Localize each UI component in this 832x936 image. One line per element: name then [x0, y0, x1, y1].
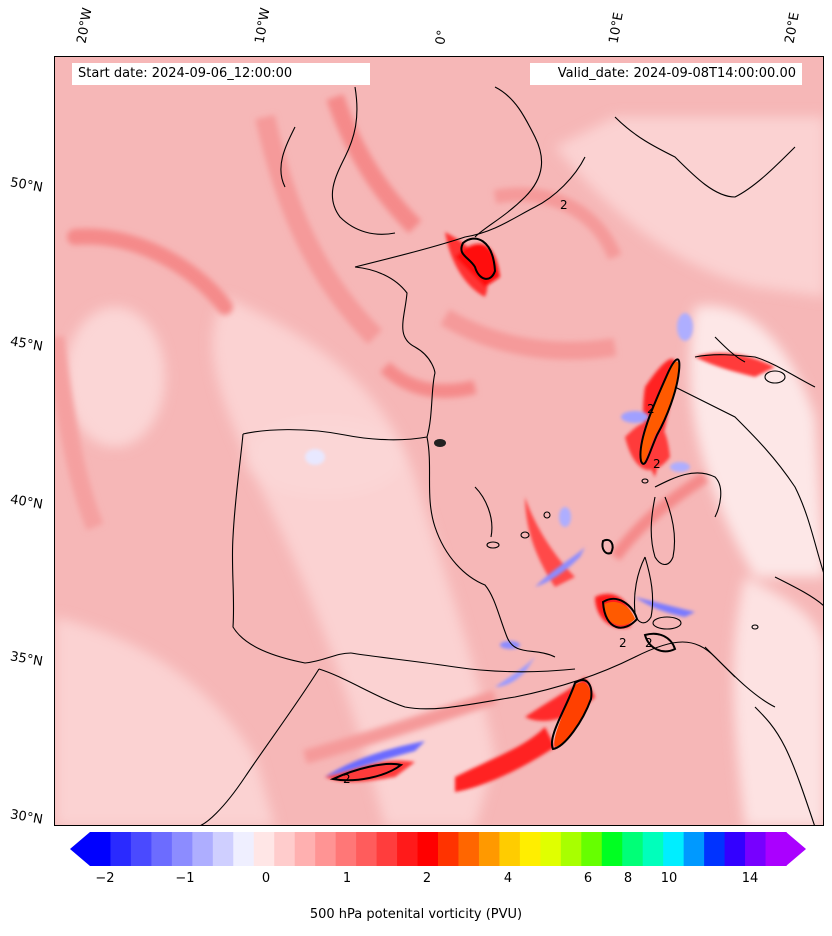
colorbar-tick--1: −1 [175, 871, 195, 886]
lat-label-40n: 40°N [8, 492, 44, 513]
colorbar [70, 832, 806, 866]
lon-label-10w: 10°W [252, 6, 274, 45]
colorbar-segment [233, 832, 255, 866]
map-panel[interactable]: 2 2 2 2 2 2 [54, 56, 824, 826]
colorbar-segment [458, 832, 480, 866]
lon-label-20w: 20°W [74, 6, 96, 45]
colorbar-segment [499, 832, 521, 866]
colorbar-segment [601, 832, 623, 866]
lon-label-20e: 20°E [782, 11, 803, 45]
colorbar-segment [356, 832, 378, 866]
start-date-label: Start date: 2024-09-06_12:00:00 [72, 63, 370, 85]
colorbar-tick-1: 1 [342, 871, 352, 886]
colorbar-segment [376, 832, 398, 866]
colorbar-segment [581, 832, 603, 866]
contour-labels: 2 2 2 2 2 2 [343, 198, 661, 786]
contour-label-tyrrhenian: 2 [619, 636, 627, 650]
colorbar-segment [704, 832, 726, 866]
contour-label-sicily: 2 [645, 636, 653, 650]
very-high-pv-cores [554, 361, 679, 747]
lon-label-10e: 10°E [606, 11, 627, 45]
colorbar-segment [683, 832, 705, 866]
lat-label-30n: 30°N [8, 807, 44, 828]
colorbar-segments [90, 832, 787, 866]
colorbar-segment [478, 832, 501, 866]
colorbar-segment [540, 832, 562, 866]
colorbar-segment [642, 832, 664, 866]
pv-field-map[interactable]: 2 2 2 2 2 2 [55, 57, 824, 826]
colorbar-extend-max [786, 832, 806, 866]
colorbar-segment [745, 832, 767, 866]
colorbar-tick-8: 8 [623, 871, 633, 886]
colorbar-segment [519, 832, 541, 866]
colorbar-segment [274, 832, 296, 866]
colorbar-segment [417, 832, 439, 866]
contour-label-france: 2 [560, 198, 568, 212]
colorbar-segment [192, 832, 214, 866]
colorbar-segment [663, 832, 685, 866]
colorbar-segment [438, 832, 460, 866]
islands [486, 370, 786, 630]
colorbar-tick-4: 4 [503, 871, 513, 886]
colorbar-tick-10: 10 [660, 871, 678, 886]
colorbar-segment [130, 832, 153, 866]
colorbar-segment [335, 832, 357, 866]
colorbar-segment [212, 832, 234, 866]
colorbar-tick-14: 14 [741, 871, 759, 886]
contour-label-ligurian: 2 [653, 457, 661, 471]
lat-label-50n: 50°N [8, 175, 44, 196]
colorbar-segment [90, 832, 112, 866]
colorbar-tick-2: 2 [422, 871, 432, 886]
negative-pv-patches [305, 313, 695, 777]
colorbar-segment [724, 832, 746, 866]
colorbar-tick-0: 0 [261, 871, 271, 886]
contour-label-alps: 2 [647, 402, 655, 416]
colorbar-segment [765, 832, 787, 866]
colorbar-segment [151, 832, 173, 866]
colorbar-segment [315, 832, 337, 866]
black-marker [434, 439, 446, 447]
colorbar-segment [622, 832, 644, 866]
colorbar-tick-6: 6 [583, 871, 593, 886]
coastlines [200, 86, 823, 825]
colorbar-extend-min [70, 832, 90, 866]
pv-2-contours [329, 237, 681, 782]
lon-label-0: 0° [433, 28, 451, 47]
valid-date-label: Valid_date: 2024-09-08T14:00:00.00 [530, 63, 802, 85]
colorbar-tick--2: −2 [95, 871, 115, 886]
colorbar-label: 500 hPa potenital vorticity (PVU) [309, 907, 523, 922]
colorbar-segment [560, 832, 582, 866]
contour-label-morocco: 2 [343, 772, 351, 786]
mid-pv-streaks [55, 94, 709, 764]
colorbar-segment [294, 832, 316, 866]
colorbar-segment [171, 832, 193, 866]
colorbar-segment [110, 832, 132, 866]
colorbar-segment [397, 832, 419, 866]
lat-label-45n: 45°N [8, 334, 44, 355]
lat-label-35n: 35°N [8, 649, 44, 670]
colorbar-segment [253, 832, 275, 866]
